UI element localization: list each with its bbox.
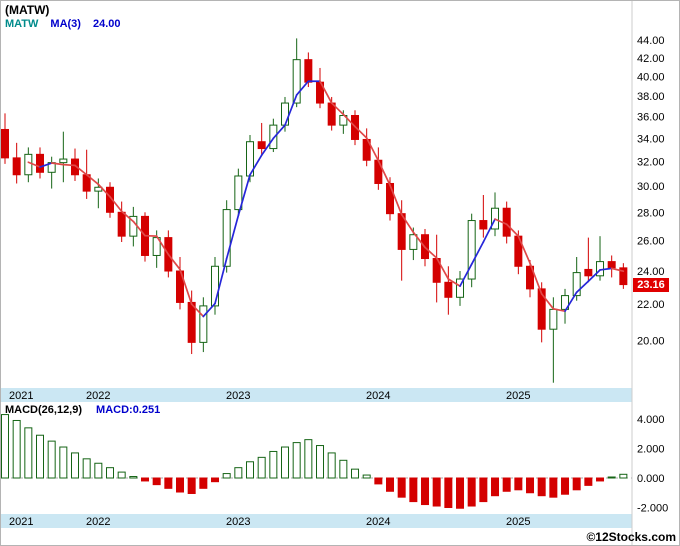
price-tick-label: 28.00 bbox=[637, 207, 665, 219]
macd-tick-label: 0.000 bbox=[637, 473, 665, 485]
year-tick-label: 2023 bbox=[226, 390, 250, 402]
candles bbox=[1, 38, 628, 383]
legend-ma-label: MA(3) bbox=[50, 18, 81, 30]
price-tick-label: 24.00 bbox=[637, 266, 665, 278]
price-tick-label: 20.00 bbox=[637, 335, 665, 347]
watermark-text: ©12Stocks.com bbox=[586, 530, 676, 544]
macd-tick-label: 2.000 bbox=[637, 444, 665, 456]
year-tick-label: 2022 bbox=[86, 516, 110, 528]
last-price-label: 23.16 bbox=[633, 278, 669, 292]
legend-ma-value: 24.00 bbox=[92, 18, 121, 30]
chart-legend: MATW MA(3) 24.00 bbox=[5, 18, 121, 30]
macd-params-label: MACD(26,12,9) bbox=[5, 404, 83, 416]
price-tick-label: 30.00 bbox=[637, 181, 665, 193]
year-tick-label: 2025 bbox=[506, 390, 530, 402]
macd-header: MACD(26,12,9) MACD:0.251 bbox=[5, 404, 160, 416]
price-tick-label: 40.00 bbox=[637, 71, 665, 83]
price-tick-label: 42.00 bbox=[637, 53, 665, 65]
year-tick-label: 2022 bbox=[86, 390, 110, 402]
year-tick-label: 2021 bbox=[9, 390, 33, 402]
macd-tick-label: 4.000 bbox=[637, 414, 665, 426]
price-tick-label: 44.00 bbox=[637, 35, 665, 47]
year-tick-label: 2024 bbox=[366, 390, 390, 402]
year-tick-label: 2021 bbox=[9, 516, 33, 528]
legend-symbol: MATW bbox=[5, 18, 39, 30]
x-axis-band bbox=[1, 514, 632, 528]
ma-line bbox=[27, 80, 625, 318]
price-tick-label: 36.00 bbox=[637, 112, 665, 124]
macd-bars bbox=[1, 414, 628, 509]
price-tick-label: 22.00 bbox=[637, 299, 665, 311]
price-tick-label: 38.00 bbox=[637, 91, 665, 103]
year-tick-label: 2023 bbox=[226, 516, 250, 528]
macd-tick-label: -2.000 bbox=[637, 503, 668, 515]
x-axis-band bbox=[1, 388, 632, 402]
year-tick-label: 2024 bbox=[366, 516, 390, 528]
year-tick-label: 2025 bbox=[506, 516, 530, 528]
price-tick-label: 26.00 bbox=[637, 236, 665, 248]
price-tick-label: 34.00 bbox=[637, 133, 665, 145]
page-title: (MATW) bbox=[5, 3, 50, 17]
price-tick-label: 32.00 bbox=[637, 156, 665, 168]
macd-current-value: MACD:0.251 bbox=[96, 404, 161, 416]
